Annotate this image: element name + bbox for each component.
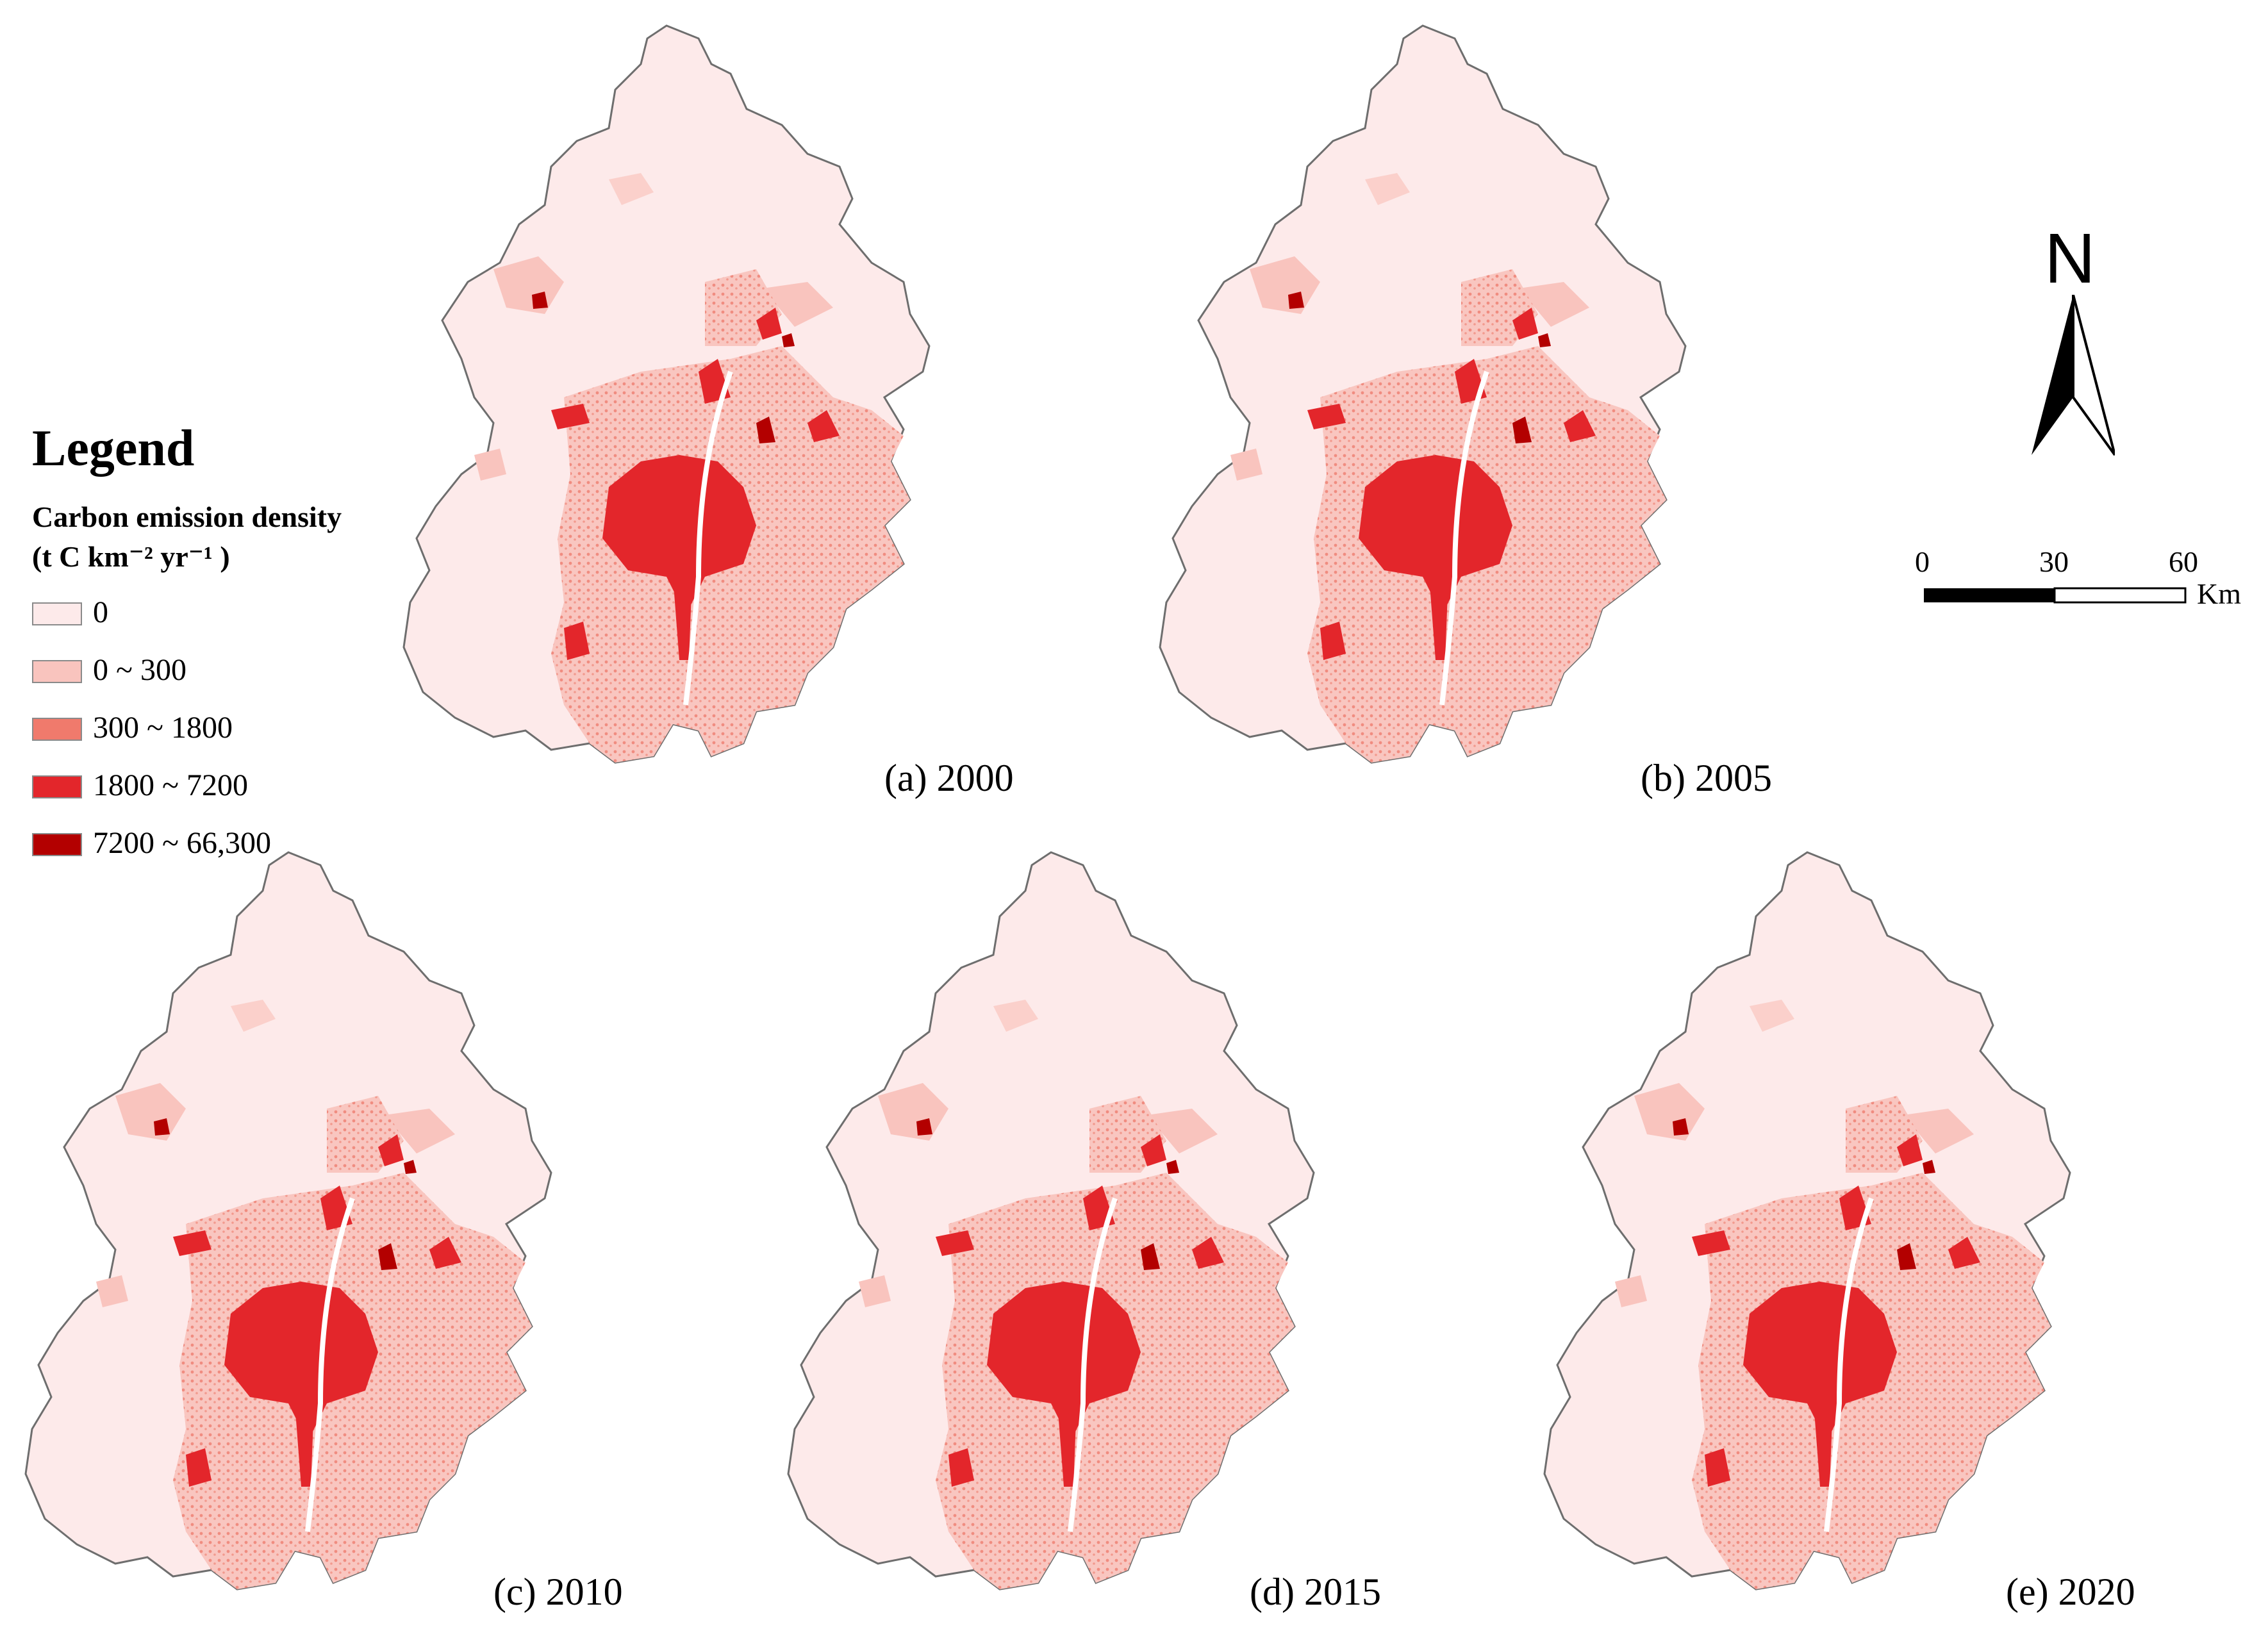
panel-label-e: (e) 2020 [2006, 1571, 2135, 1613]
map-panel-d [788, 852, 1314, 1589]
legend-label: 0 [93, 595, 108, 629]
legend-label: 0 ~ 300 [93, 653, 186, 687]
panel-label-d: (d) 2015 [1250, 1571, 1381, 1613]
legend-label: 1800 ~ 7200 [93, 768, 248, 802]
map-panel-c [26, 852, 551, 1589]
scale-tick: 30 [2039, 545, 2069, 578]
panel-label-c: (c) 2010 [493, 1571, 623, 1613]
scale-bar: 0 30 60 Km [1915, 545, 2268, 615]
map-panel-e [1544, 852, 2070, 1589]
scale-unit: Km [2197, 577, 2241, 610]
legend-swatch [32, 602, 82, 625]
legend-items: 0 0 ~ 300 300 ~ 1800 1800 ~ 7200 7200 ~ … [32, 595, 342, 897]
legend: Legend Carbon emission density (t C km⁻²… [32, 420, 342, 897]
scale-tick: 0 [1915, 545, 1930, 578]
north-arrow: N [2006, 218, 2134, 474]
legend-swatch [32, 660, 82, 683]
legend-swatch [32, 775, 82, 798]
north-letter: N [2044, 219, 2096, 298]
map-panel-a [404, 26, 929, 763]
legend-swatch [32, 718, 82, 741]
legend-title: Legend [32, 420, 195, 477]
legend-subtitle-line2: (t C km⁻² yr⁻¹ ) [32, 540, 230, 573]
legend-label: 7200 ~ 66,300 [93, 826, 271, 860]
map-panel-b [1160, 26, 1685, 763]
legend-subtitle-line1: Carbon emission density [32, 500, 342, 533]
legend-label: 300 ~ 1800 [93, 711, 233, 745]
north-arrow-icon [2032, 295, 2115, 456]
panel-label-b: (b) 2005 [1641, 757, 1772, 799]
legend-swatch [32, 833, 82, 856]
scale-bar-graphic [1924, 587, 2187, 604]
panel-label-a: (a) 2000 [884, 757, 1014, 799]
scale-tick: 60 [2169, 545, 2198, 578]
